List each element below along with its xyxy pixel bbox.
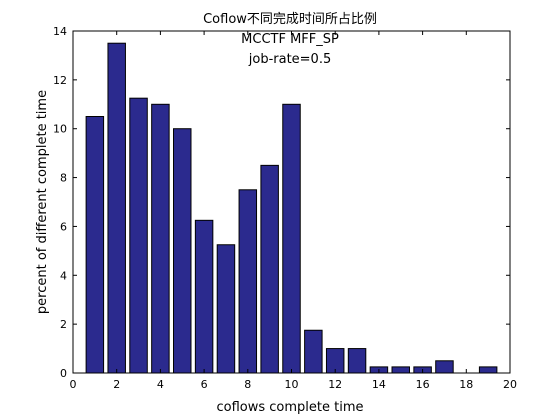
y-tick-label-8: 8 xyxy=(60,172,67,185)
axis-ticks: 0 2 4 6 8 10 12 14 16 18 20 0 2 4 6 8 10 12 14 xyxy=(53,25,517,391)
y-tick-label-0: 0 xyxy=(60,367,67,380)
bar-6 xyxy=(194,219,214,374)
x-tick-label-10: 10 xyxy=(285,378,299,391)
bar-8 xyxy=(238,189,258,374)
x-tick-label-16: 16 xyxy=(416,378,430,391)
bar-9 xyxy=(260,164,279,374)
x-tick-label-20: 20 xyxy=(503,378,517,391)
bar-2 xyxy=(107,42,126,374)
y-axis-label: percent of different complete time xyxy=(35,90,50,314)
y-tick-label-10: 10 xyxy=(53,123,67,136)
bar-3 xyxy=(129,97,148,374)
y-tick-label-6: 6 xyxy=(60,220,67,233)
bar-11 xyxy=(304,329,323,374)
bar-19 xyxy=(478,366,498,374)
y-tick-label-2: 2 xyxy=(60,318,67,331)
bar-1 xyxy=(85,116,105,374)
bar-7 xyxy=(216,244,236,374)
x-tick-label-12: 12 xyxy=(328,378,342,391)
bar-4 xyxy=(151,103,170,374)
x-axis-label: coflows complete time xyxy=(216,400,363,415)
x-tick-label-6: 6 xyxy=(201,378,208,391)
x-tick-label-0: 0 xyxy=(70,378,77,391)
chart-annotation-method: MCCTF MFF_SP xyxy=(241,32,339,47)
x-tick-label-14: 14 xyxy=(372,378,386,391)
x-tick-label-8: 8 xyxy=(244,378,251,391)
chart-annotation-job-rate: job-rate=0.5 xyxy=(248,52,331,67)
bar-17 xyxy=(435,360,454,374)
chart-title: Coflow不同完成时间所占比例 xyxy=(203,12,377,27)
y-tick-label-4: 4 xyxy=(60,269,67,282)
bar-5 xyxy=(173,128,192,374)
y-tick-label-14: 14 xyxy=(53,25,67,38)
x-tick-label-2: 2 xyxy=(113,378,120,391)
bars-group xyxy=(85,42,498,374)
x-tick-label-4: 4 xyxy=(157,378,164,391)
bar-10 xyxy=(282,103,301,374)
bar-15 xyxy=(391,366,410,374)
y-tick-label-12: 12 xyxy=(53,74,67,87)
x-tick-label-18: 18 xyxy=(459,378,473,391)
plot-frame xyxy=(72,30,511,374)
bar-13 xyxy=(347,348,367,374)
